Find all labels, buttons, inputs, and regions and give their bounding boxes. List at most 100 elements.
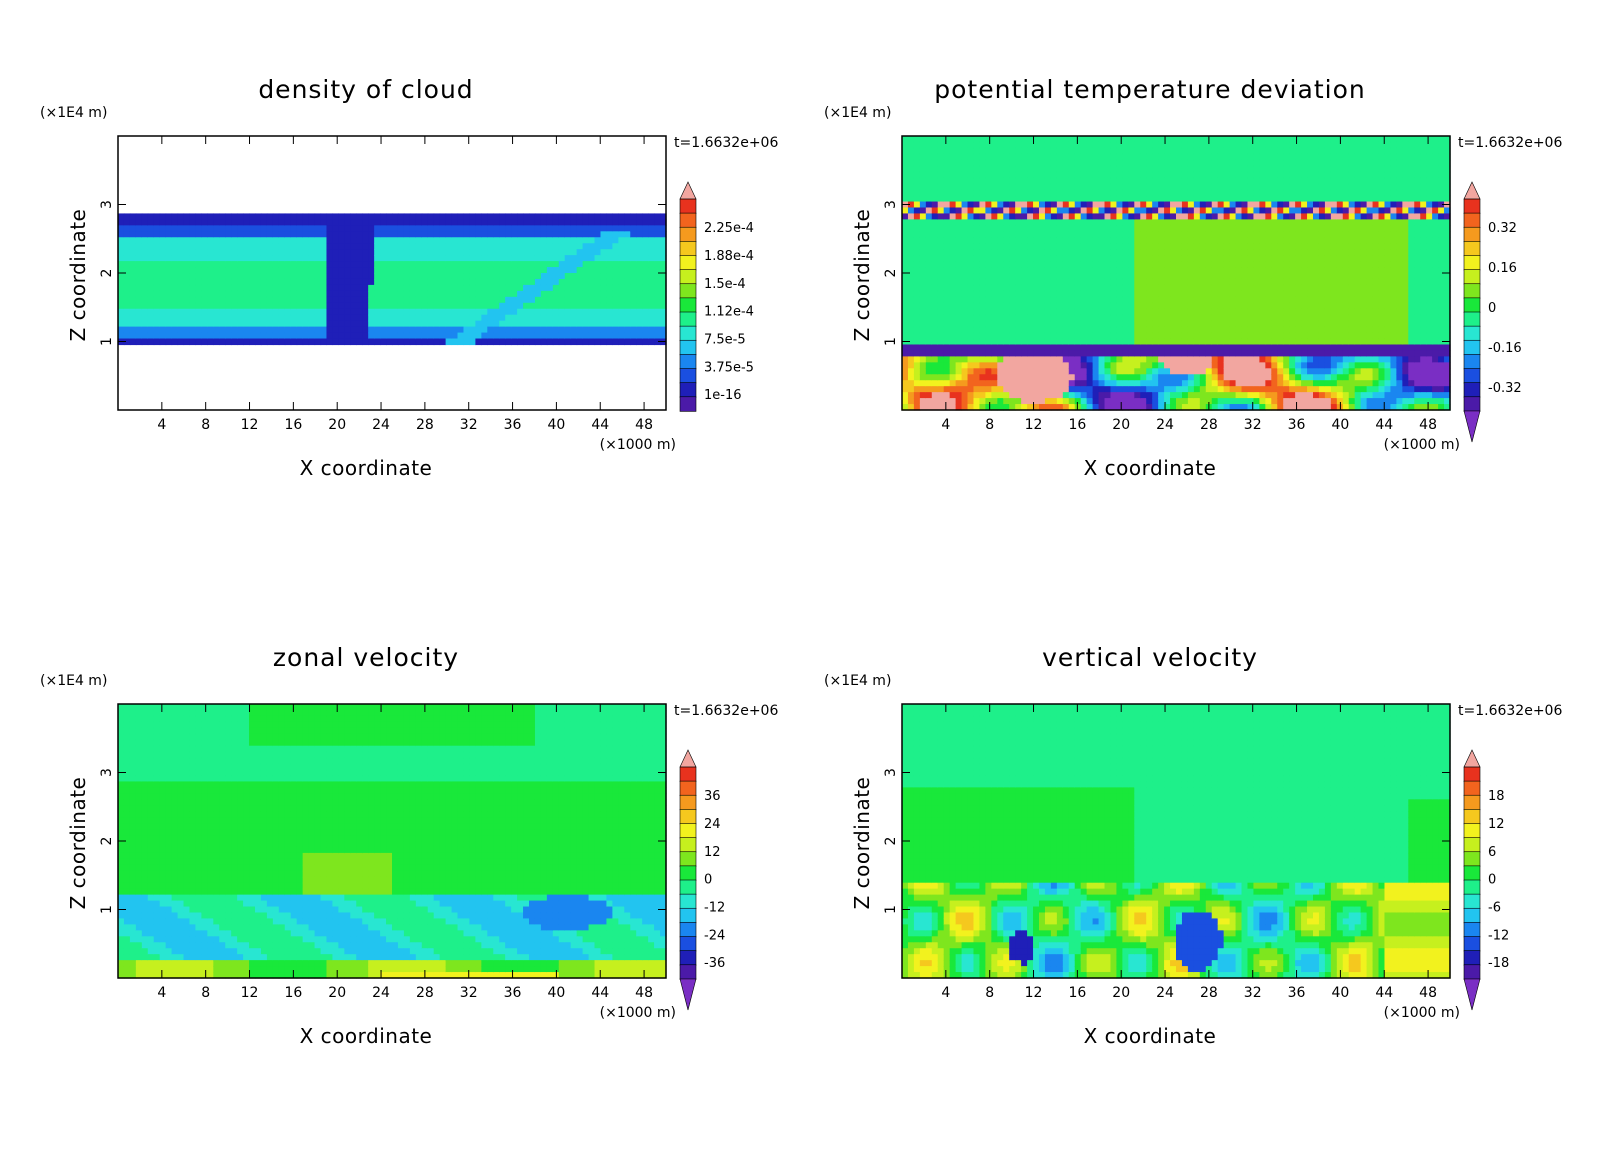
field-cell xyxy=(937,225,945,232)
field-cell xyxy=(1199,201,1207,209)
field-cell xyxy=(1223,284,1231,292)
field-cell xyxy=(523,225,530,232)
field-cell xyxy=(1164,237,1171,244)
field-cell xyxy=(937,284,945,292)
field-cell xyxy=(201,326,208,334)
field-cell xyxy=(949,141,957,149)
field-cell xyxy=(943,386,951,393)
field-cell xyxy=(451,290,459,298)
field-cell xyxy=(505,225,512,232)
field-cell xyxy=(576,219,584,226)
field-cell xyxy=(475,326,482,334)
field-cell xyxy=(201,320,208,328)
field-cell xyxy=(1146,267,1153,274)
field-cell xyxy=(902,177,909,185)
field-cell xyxy=(937,380,945,387)
field-cell xyxy=(564,261,572,268)
field-cell xyxy=(1044,136,1052,143)
field-cell xyxy=(356,332,363,340)
field-cell xyxy=(499,284,506,292)
field-cell xyxy=(997,141,1004,149)
field-cell xyxy=(493,261,500,268)
field-cell xyxy=(907,141,915,149)
field-cell xyxy=(1110,171,1118,179)
field-cell xyxy=(534,261,542,268)
field-cell xyxy=(350,326,357,334)
field-cell xyxy=(985,183,992,191)
field-cell xyxy=(260,326,268,334)
field-cell xyxy=(925,165,933,173)
field-cell xyxy=(1050,344,1058,352)
field-cell xyxy=(1223,189,1231,197)
field-cell xyxy=(618,243,625,250)
field-cell xyxy=(511,332,518,340)
field-cell xyxy=(1122,249,1129,256)
field-cell xyxy=(1158,177,1165,185)
field-cell xyxy=(177,261,185,268)
field-cell xyxy=(129,338,137,346)
field-cell xyxy=(1229,380,1237,387)
field-cell xyxy=(1176,136,1183,143)
field-cell xyxy=(415,290,423,298)
field-cell xyxy=(469,243,476,250)
field-cell xyxy=(612,255,619,262)
field-cell xyxy=(445,231,453,238)
field-cell xyxy=(570,255,578,262)
field-cell xyxy=(1039,249,1046,256)
field-cell xyxy=(308,320,316,328)
field-cell xyxy=(1027,183,1034,191)
field-cell xyxy=(350,243,357,250)
field-cell xyxy=(955,231,963,238)
field-cell xyxy=(141,243,149,250)
field-cell xyxy=(955,243,963,250)
field-cell xyxy=(302,278,310,286)
field-cell xyxy=(344,278,351,286)
field-cell xyxy=(1140,398,1147,405)
field-cell xyxy=(409,290,417,298)
field-cell xyxy=(225,284,232,292)
field-cell xyxy=(979,177,986,185)
field-cell xyxy=(135,273,143,280)
field-cell xyxy=(433,284,441,292)
field-cell xyxy=(624,243,631,250)
field-cell xyxy=(1265,362,1272,369)
field-cell xyxy=(1134,326,1141,334)
field-cell xyxy=(1056,356,1064,363)
field-cell xyxy=(570,225,578,232)
field-cell xyxy=(511,255,518,262)
field-cell xyxy=(654,213,661,220)
field-cell xyxy=(344,231,351,238)
field-cell xyxy=(1193,177,1201,185)
field-cell xyxy=(1181,320,1189,328)
field-cell xyxy=(451,296,459,304)
field-cell xyxy=(979,213,986,220)
field-cell xyxy=(469,261,476,268)
field-cell xyxy=(332,255,339,262)
field-cell xyxy=(1229,284,1237,292)
field-cell xyxy=(1152,374,1159,381)
field-cell xyxy=(266,326,274,334)
field-cell xyxy=(219,302,226,310)
field-cell xyxy=(1039,141,1046,149)
field-cell xyxy=(660,249,667,256)
field-cell xyxy=(296,326,304,334)
field-cell xyxy=(902,183,909,191)
z-tick-label: 2 xyxy=(99,269,115,278)
field-cell xyxy=(296,267,304,274)
field-cell xyxy=(1021,398,1028,405)
field-cell xyxy=(913,207,921,215)
field-cell xyxy=(403,231,411,238)
field-cell xyxy=(332,296,339,304)
field-cell xyxy=(1003,207,1010,215)
field-cell xyxy=(517,213,524,220)
field-cell xyxy=(403,243,411,250)
field-cell xyxy=(943,338,951,346)
field-cell xyxy=(1110,356,1118,363)
field-cell xyxy=(1181,243,1189,250)
field-cell xyxy=(654,302,661,310)
field-cell xyxy=(1092,207,1100,215)
field-cell xyxy=(1158,183,1165,191)
field-cell xyxy=(1044,356,1052,363)
field-cell xyxy=(1009,231,1016,238)
field-cell xyxy=(973,326,981,334)
